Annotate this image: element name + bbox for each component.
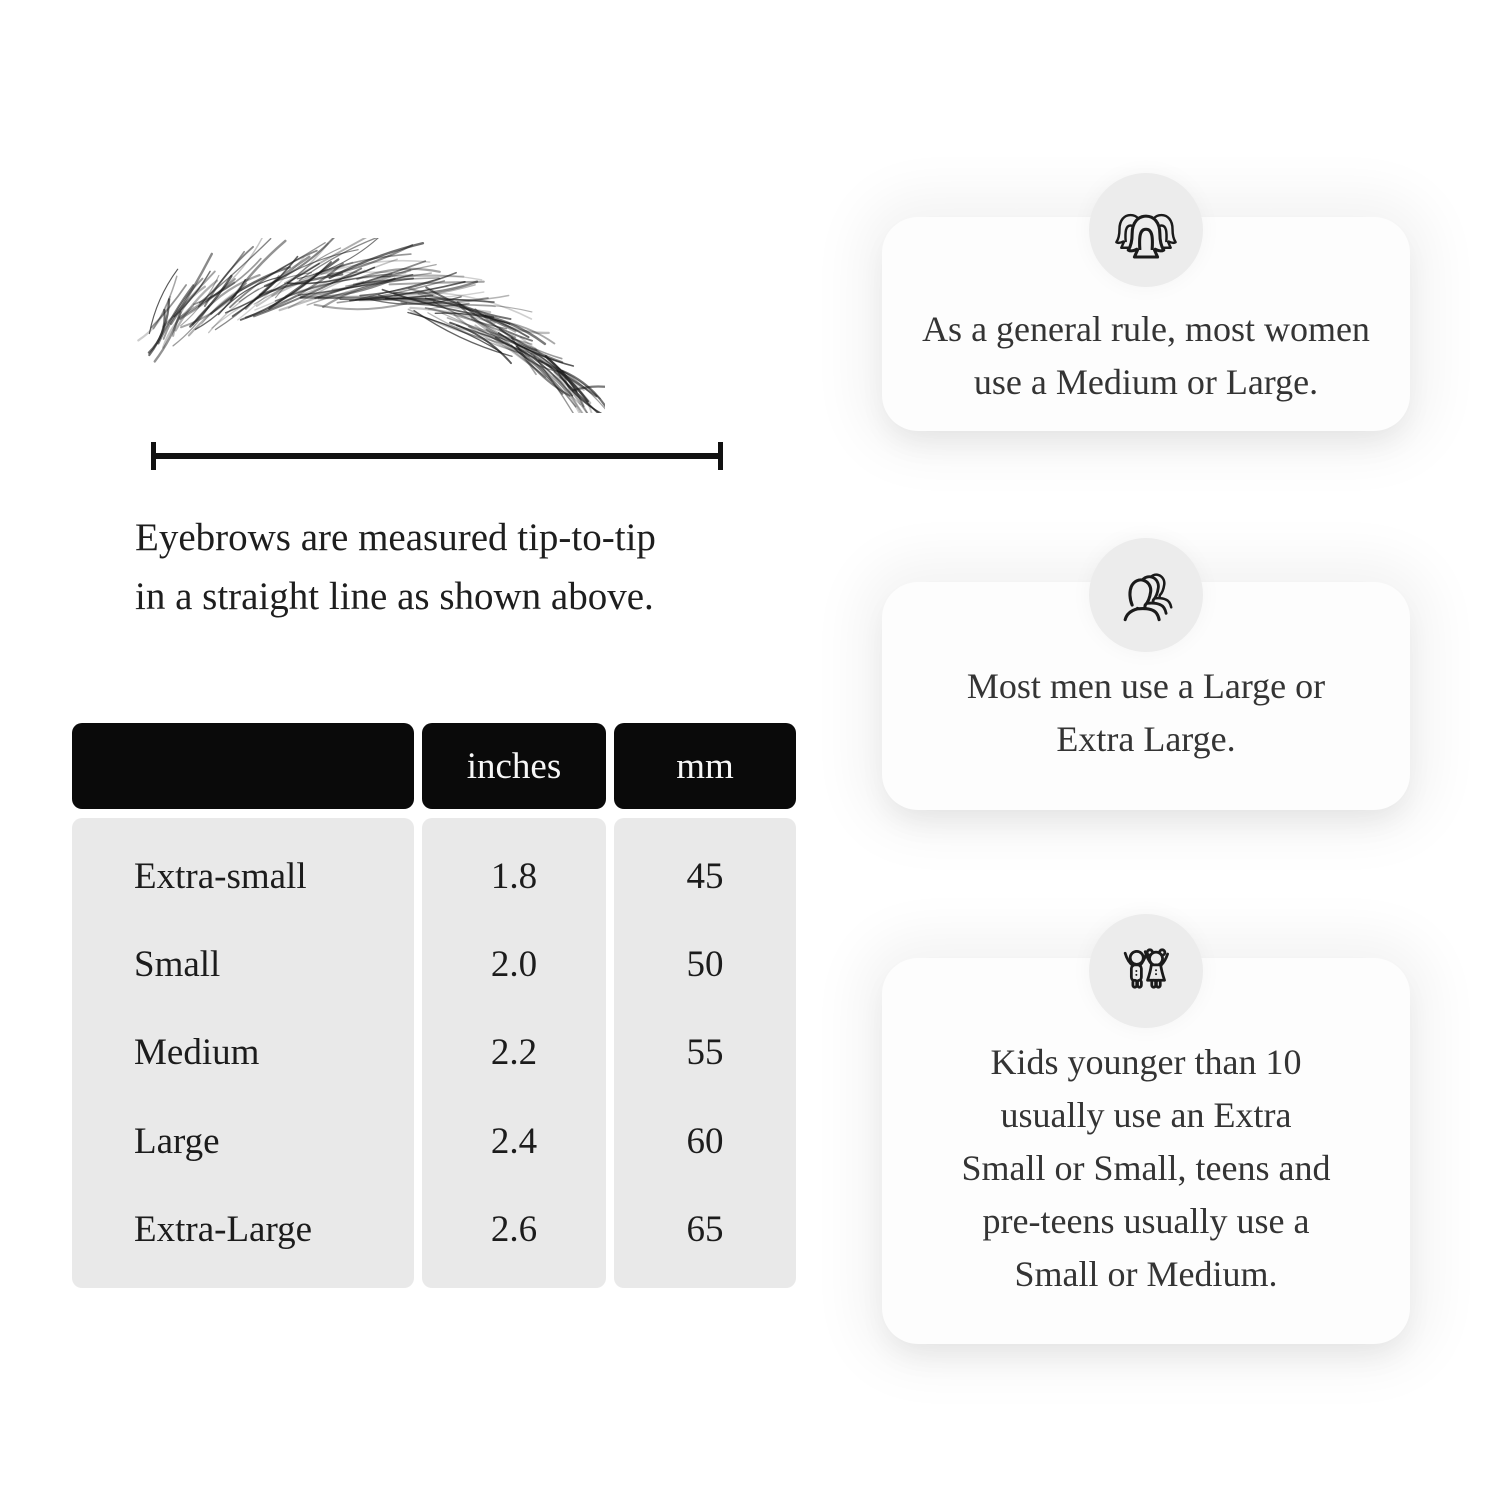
table-header-mm: mm — [614, 723, 796, 809]
table-header-inches: inches — [422, 723, 606, 809]
card-text-line: As a general rule, most women — [922, 309, 1370, 349]
size-label: Extra-small — [134, 855, 307, 897]
table-column-sizes: Extra-small Small Medium Large Extra-Lar… — [72, 818, 414, 1288]
eyebrow-illustration — [137, 238, 605, 413]
inches-value: 2.4 — [490, 1120, 538, 1162]
measurement-line — [151, 442, 723, 470]
mm-value: 60 — [686, 1120, 724, 1162]
inches-value: 2.6 — [490, 1209, 538, 1251]
women-badge — [1089, 173, 1203, 287]
kids-badge — [1089, 914, 1203, 1028]
table-column-inches: 1.8 2.0 2.2 2.4 2.6 — [422, 818, 606, 1288]
card-text-line: usually use an Extra — [1000, 1095, 1292, 1135]
mm-value: 65 — [686, 1209, 724, 1251]
caption-line-2: in a straight line as shown above. — [135, 575, 654, 618]
info-card-men: Most men use a Large or Extra Large. — [882, 538, 1410, 810]
men-group-icon — [1123, 573, 1173, 622]
women-group-icon — [1115, 213, 1177, 259]
size-label: Small — [134, 944, 221, 986]
men-badge — [1089, 538, 1203, 652]
size-label: Extra-Large — [134, 1209, 313, 1251]
card-text-line: pre-teens usually use a — [982, 1201, 1310, 1241]
table-header-size — [72, 723, 414, 809]
card-text-line: Small or Small, teens and — [961, 1148, 1331, 1188]
mm-value: 45 — [686, 855, 724, 897]
inches-value: 1.8 — [490, 855, 538, 897]
size-table: inches mm Extra-small Small Medium Large… — [72, 723, 796, 1288]
mm-value: 50 — [686, 944, 724, 986]
card-text-line: Small or Medium. — [1014, 1254, 1278, 1294]
info-card-kids: Kids younger than 10 usually use an Extr… — [882, 914, 1410, 1344]
caption-line-1: Eyebrows are measured tip-to-tip — [135, 516, 656, 559]
size-label: Large — [134, 1120, 220, 1162]
inches-value: 2.0 — [490, 944, 538, 986]
measurement-caption: Eyebrows are measured tip-to-tip in a st… — [135, 508, 775, 626]
table-column-mm: 45 50 55 60 65 — [614, 818, 796, 1288]
card-text-line: Most men use a Large or — [966, 666, 1326, 706]
kids-icon — [1123, 948, 1169, 989]
info-card-women: As a general rule, most women use a Medi… — [882, 173, 1410, 431]
size-label: Medium — [134, 1032, 260, 1074]
card-text-line: Kids younger than 10 — [990, 1042, 1302, 1082]
card-text-line: Extra Large. — [1056, 719, 1236, 759]
mm-value: 55 — [686, 1032, 724, 1074]
card-text-line: use a Medium or Large. — [973, 362, 1319, 402]
inches-value: 2.2 — [490, 1032, 538, 1074]
